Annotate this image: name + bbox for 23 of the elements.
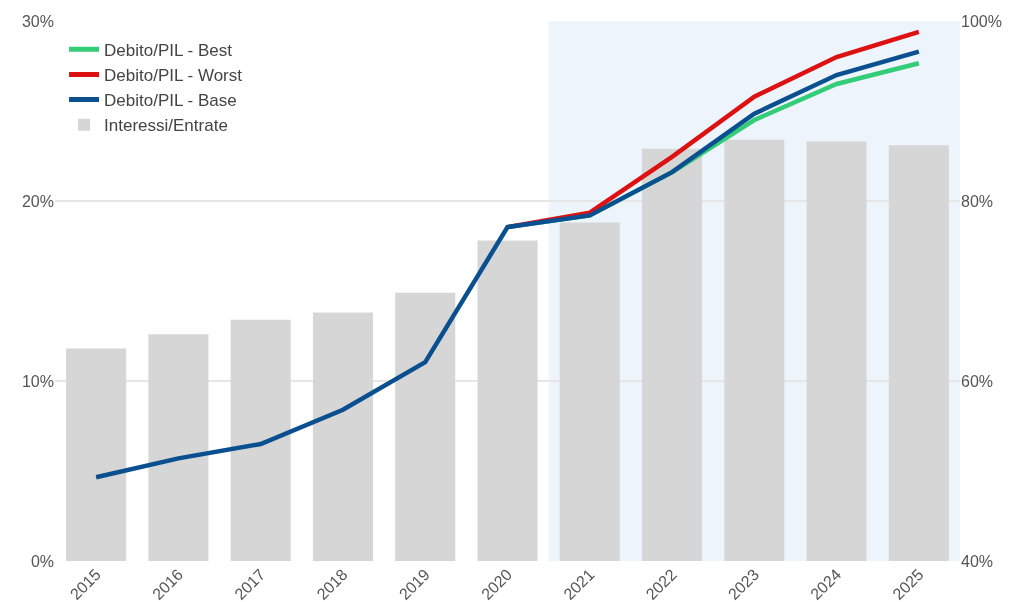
bar bbox=[66, 348, 127, 561]
bar bbox=[888, 145, 949, 561]
bar bbox=[477, 240, 538, 561]
y-tick-label: 10% bbox=[21, 372, 54, 390]
y2-tick-label: 80% bbox=[961, 192, 994, 210]
bar bbox=[230, 319, 291, 561]
y-tick-label: 0% bbox=[30, 552, 54, 570]
legend-label: Debito/PIL - Best bbox=[104, 40, 233, 60]
y2-tick-label: 100% bbox=[961, 12, 1002, 30]
y-tick-label: 30% bbox=[21, 12, 54, 30]
bar bbox=[148, 334, 209, 561]
legend-label: Debito/PIL - Worst bbox=[104, 66, 243, 86]
bar bbox=[559, 222, 620, 561]
y-tick-label: 20% bbox=[21, 192, 54, 210]
bar bbox=[724, 139, 785, 561]
legend-label: Debito/PIL - Base bbox=[104, 91, 237, 111]
legend-label: Interessi/Entrate bbox=[104, 116, 228, 136]
bar bbox=[395, 292, 456, 561]
bar bbox=[642, 148, 703, 561]
bar bbox=[806, 141, 867, 561]
bar bbox=[312, 312, 373, 561]
y2-tick-label: 60% bbox=[961, 372, 994, 390]
y2-tick-label: 40% bbox=[961, 552, 994, 570]
